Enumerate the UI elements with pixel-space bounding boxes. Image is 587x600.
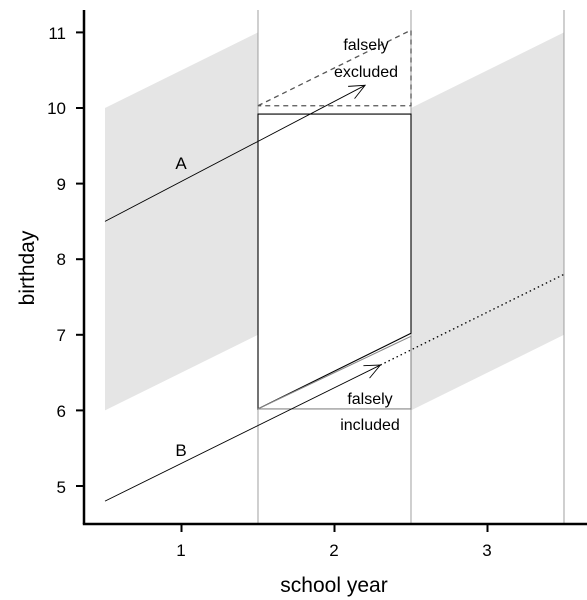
band-year-3 (411, 32, 564, 410)
annotation-falsely-excluded: falsely excluded (334, 37, 398, 81)
y-tick-label: 7 (57, 326, 66, 345)
y-tick-label: 5 (57, 478, 66, 497)
annotation-falsely-included: falsely included (340, 391, 400, 434)
x-tick-label: 2 (329, 541, 338, 560)
y-tick-labels: 5 6 7 8 9 10 11 (47, 24, 66, 497)
trajectory-label-b: B (175, 441, 186, 460)
band-year-1 (105, 32, 258, 410)
annotation-line: falsely (347, 391, 392, 408)
annotation-line: included (340, 417, 400, 434)
annotation-line: excluded (334, 64, 398, 81)
y-axis-title: birthday (16, 230, 39, 305)
trajectory-label-a: A (175, 154, 187, 173)
year2-shapes (258, 30, 411, 409)
y-tick-label: 11 (48, 24, 66, 43)
y-tick-label: 8 (57, 250, 66, 269)
background-bands (105, 32, 564, 410)
y-tick-label: 9 (57, 175, 66, 194)
y-tick-label: 10 (47, 99, 66, 118)
x-axis-title: school year (280, 574, 387, 597)
trajectory-arrowhead (348, 85, 365, 98)
annotation-line: falsely (343, 37, 388, 54)
x-tick-labels: 1 2 3 (176, 541, 491, 560)
y-tick-label: 6 (57, 402, 66, 421)
trajectory-arrowhead (363, 365, 380, 378)
x-tick-label: 3 (482, 541, 491, 560)
x-tick-label: 1 (176, 541, 185, 560)
year2-selection-shape (258, 114, 411, 409)
